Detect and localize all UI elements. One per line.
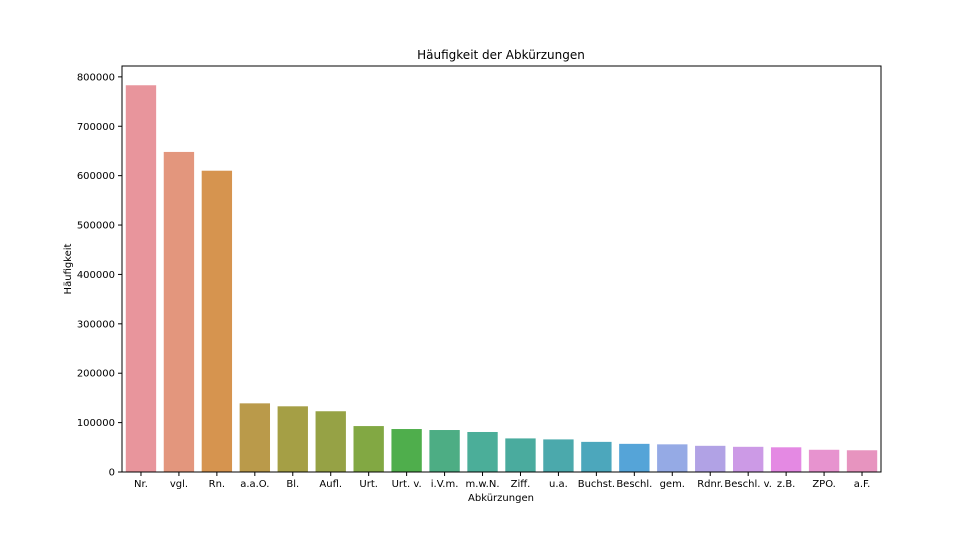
x-tick-label: gem. — [660, 479, 685, 490]
y-tick-label: 100000 — [77, 418, 115, 429]
bar-19 — [846, 450, 878, 472]
x-tick-label: Buchst. — [578, 479, 615, 490]
x-tick-label: Rdnr. — [697, 479, 723, 490]
x-tick-label: m.w.N. — [466, 479, 500, 490]
bar-16 — [733, 446, 764, 472]
y-tick-label: 0 — [109, 468, 115, 479]
y-tick-label: 400000 — [77, 270, 115, 281]
x-tick-label: z.B. — [777, 479, 795, 490]
bar-2 — [201, 170, 233, 472]
bar-7 — [391, 429, 422, 472]
bar-9 — [467, 431, 498, 472]
y-tick-label: 300000 — [77, 319, 115, 330]
x-tick-label: Urt. — [359, 479, 378, 490]
x-tick-label: Beschl. — [616, 479, 652, 490]
y-tick-label: 800000 — [77, 72, 115, 83]
x-tick-label: i.V.m. — [431, 479, 459, 490]
x-tick-label: Aufl. — [319, 479, 342, 490]
bar-0 — [125, 85, 157, 472]
x-tick-label: Nr. — [134, 479, 148, 490]
bar-12 — [581, 441, 612, 472]
bar-3 — [239, 403, 271, 472]
y-tick-label: 200000 — [77, 369, 115, 380]
bar-6 — [353, 426, 384, 472]
bar-13 — [619, 443, 650, 472]
x-axis-ticks: Nr. vgl. Rn. a.a.O. Bl. Aufl. Urt. Urt. v. i.V.m… — [134, 472, 870, 490]
x-axis-label: Abkürzungen — [468, 493, 534, 504]
bar-11 — [543, 439, 574, 472]
x-tick-label: Urt. v. — [392, 479, 422, 490]
x-tick-label: vgl. — [170, 479, 188, 490]
y-tick-label: 500000 — [77, 221, 115, 232]
y-tick-label: 600000 — [77, 171, 115, 182]
bar-18 — [808, 449, 840, 472]
bar-1 — [163, 151, 195, 472]
x-tick-label: ZPO. — [812, 479, 836, 490]
x-tick-label: a.a.O. — [240, 479, 269, 490]
bar-4 — [277, 406, 308, 472]
chart-title: Häufigkeit der Abkürzungen — [417, 48, 585, 62]
bar-8 — [429, 430, 460, 472]
x-tick-label: u.a. — [549, 479, 568, 490]
plot-frame — [121, 65, 882, 473]
y-tick-label: 700000 — [77, 122, 115, 133]
x-tick-label: a.F. — [854, 479, 871, 490]
x-tick-label: Beschl. v. — [724, 479, 772, 490]
bar-5 — [315, 411, 346, 472]
bar-17 — [770, 447, 802, 472]
bars-group — [125, 85, 878, 472]
bar-10 — [505, 438, 536, 472]
bar-15 — [695, 445, 726, 472]
x-tick-label: Rn. — [209, 479, 225, 490]
y-axis-label: Häufigkeit — [63, 243, 74, 294]
x-tick-label: Ziff. — [511, 479, 531, 490]
y-axis-ticks: 0 100000 200000 300000 400000 500000 600000 700… — [77, 72, 122, 479]
bar-14 — [657, 444, 688, 472]
x-tick-label: Bl. — [286, 479, 299, 490]
